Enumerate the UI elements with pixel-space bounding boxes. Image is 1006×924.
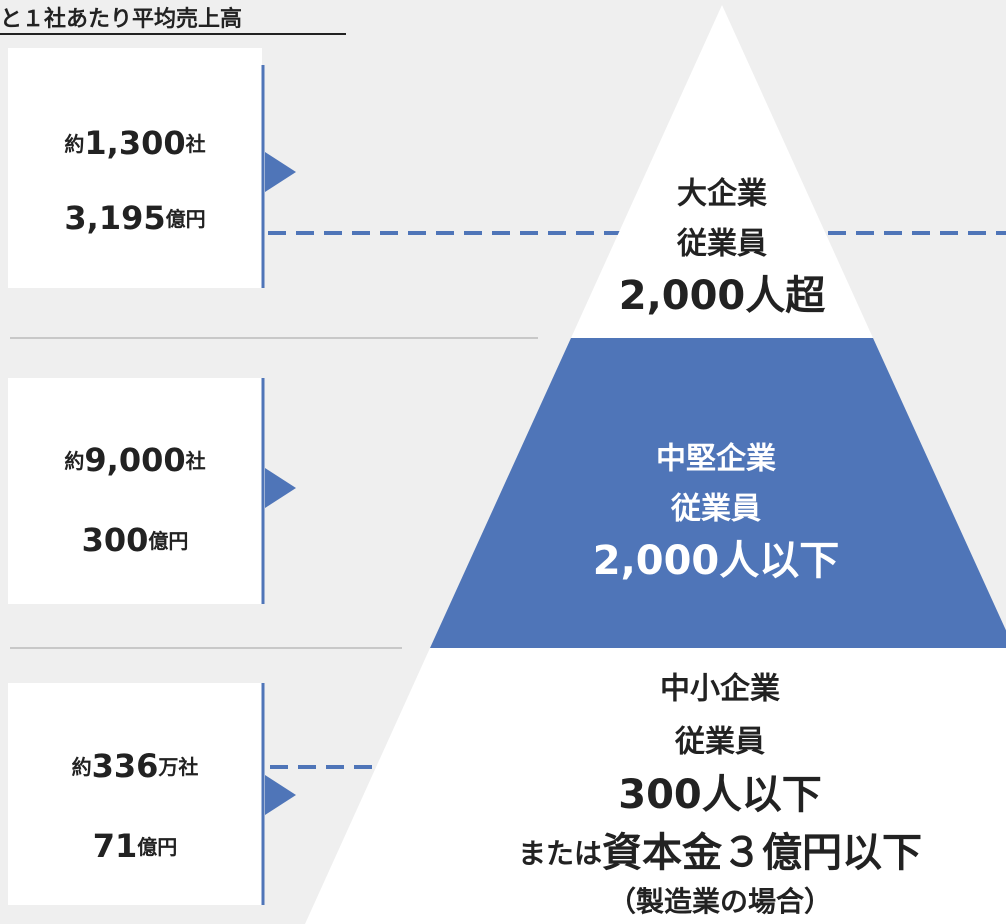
- sales: 3,195億円: [64, 199, 205, 237]
- box: 約1,300社 3,195億円: [8, 48, 296, 288]
- arrow: [265, 468, 296, 508]
- title: と１社あたり平均売上高: [0, 6, 242, 32]
- pyramid-top: [571, 5, 873, 338]
- count: 約336万社: [72, 747, 199, 785]
- pyramid-middle: [430, 338, 1006, 648]
- sales: 71億円: [93, 827, 178, 865]
- level-sub: 従業員: [674, 725, 765, 760]
- box: 約9,000社 300億円: [8, 378, 296, 604]
- sales: 300億円: [82, 521, 189, 559]
- level-sub: 従業員: [676, 227, 767, 262]
- count: 約9,000社: [64, 441, 205, 479]
- level-name: 中堅企業: [656, 442, 776, 477]
- arrow: [265, 775, 296, 815]
- level-alt: または資本金３億円以下: [518, 830, 922, 876]
- level-note: （製造業の場合）: [608, 885, 832, 918]
- pyramid-bottom: [305, 648, 1006, 924]
- level-size: 2,000人超: [619, 273, 827, 319]
- box-bg: [8, 683, 262, 905]
- level-name: 大企業: [677, 177, 767, 212]
- level-size: 2,000人以下: [593, 538, 840, 584]
- box-bg: [8, 378, 262, 604]
- level-name: 中小企業: [660, 672, 780, 707]
- level-size: 300人以下: [618, 772, 822, 818]
- level-sub: 従業員: [670, 492, 761, 527]
- box: 約336万社 71億円: [8, 683, 296, 905]
- count: 約1,300社: [64, 124, 205, 162]
- arrow: [265, 152, 296, 192]
- box-bg: [8, 48, 262, 288]
